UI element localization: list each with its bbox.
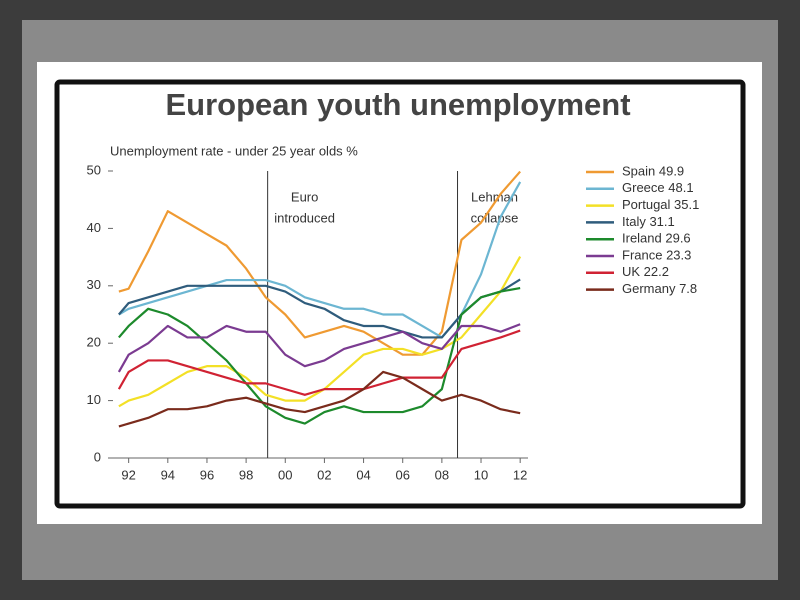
y-tick-label: 50 (87, 162, 101, 177)
x-tick-label: 96 (200, 467, 214, 482)
x-tick-label: 98 (239, 467, 253, 482)
y-tick-label: 20 (87, 335, 101, 350)
subtitle: Unemployment rate - under 25 year olds % (110, 143, 358, 158)
x-tick-label: 10 (474, 467, 488, 482)
series-line (118, 278, 521, 339)
series-line (118, 255, 522, 408)
y-tick-label: 40 (87, 220, 101, 235)
x-tick-label: 08 (435, 467, 449, 482)
series-line (118, 370, 521, 428)
x-tick-label: 04 (356, 467, 370, 482)
legend-label: Italy 31.1 (622, 214, 675, 229)
x-tick-label: 12 (513, 467, 527, 482)
legend-label: Spain 49.9 (622, 163, 684, 178)
annotation-text: Euro (291, 189, 318, 204)
y-tick-label: 10 (87, 392, 101, 407)
x-tick-label: 92 (121, 467, 135, 482)
series-line (117, 329, 521, 396)
series-line (118, 287, 521, 425)
legend-label: Germany 7.8 (622, 281, 697, 296)
x-tick-label: 02 (317, 467, 331, 482)
series-line (118, 170, 521, 356)
y-tick-label: 30 (87, 277, 101, 292)
y-tick-label: 0 (94, 449, 101, 464)
legend-label: Greece 48.1 (622, 180, 694, 195)
x-tick-label: 94 (161, 467, 175, 482)
annotation-text: Lehman (471, 189, 518, 204)
legend-label: Ireland 29.6 (622, 231, 691, 246)
legend-label: Portugal 35.1 (622, 197, 699, 212)
chart-title: European youth unemployment (165, 87, 630, 122)
series-line (117, 323, 521, 373)
legend-label: France 23.3 (622, 247, 691, 262)
legend-label: UK 22.2 (622, 264, 669, 279)
x-tick-label: 00 (278, 467, 292, 482)
x-tick-label: 06 (395, 467, 409, 482)
annotation-text: introduced (274, 210, 335, 225)
annotation-text: collapse (471, 210, 519, 225)
